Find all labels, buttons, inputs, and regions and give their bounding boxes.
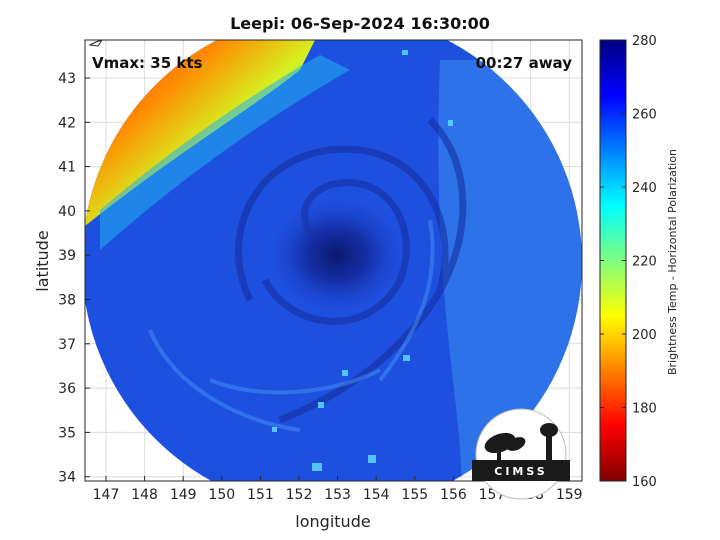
lon-tick-label: 150 xyxy=(208,487,235,503)
y-axis-label: latitude xyxy=(33,230,52,291)
lat-tick-label: 43 xyxy=(58,71,76,87)
colorbar-tick-label: 180 xyxy=(632,402,657,417)
colorbar-tick-label: 240 xyxy=(632,181,657,196)
latitude-ticks: 43 42 41 40 39 38 37 36 35 34 xyxy=(58,71,90,486)
lon-tick-label: 153 xyxy=(324,487,351,503)
time-away-label: 00:27 away xyxy=(476,54,573,72)
colorbar-tick-label: 220 xyxy=(632,255,657,270)
lat-tick-label: 36 xyxy=(58,381,76,397)
lat-tick-label: 34 xyxy=(58,470,76,486)
lon-tick-label: 152 xyxy=(286,487,313,503)
lon-tick-label: 156 xyxy=(440,487,467,503)
x-axis-label: longitude xyxy=(295,512,370,531)
map-axes-frame xyxy=(84,39,583,482)
lon-tick-label: 159 xyxy=(556,487,583,503)
lat-tick-label: 40 xyxy=(58,204,76,220)
lon-tick-label: 154 xyxy=(363,487,390,503)
colorbar-label: Brightness Temp - Horizontal Polarizatio… xyxy=(666,149,679,375)
lon-tick-label: 149 xyxy=(170,487,197,503)
colorbar-ticks: 280 260 240 220 200 180 160 xyxy=(600,34,657,490)
cimss-logo: CIMSS xyxy=(472,408,570,500)
lat-tick-label: 39 xyxy=(58,248,76,264)
logo-text: CIMSS xyxy=(494,465,547,478)
lon-tick-label: 148 xyxy=(131,487,158,503)
colorbar-tick-label: 200 xyxy=(632,328,657,343)
plot-title: Leepi: 06-Sep-2024 16:30:00 xyxy=(230,14,490,33)
colorbar: 280 260 240 220 200 180 160 Brightness Temp - … xyxy=(599,34,679,490)
colorbar-tick-label: 260 xyxy=(632,108,657,123)
lat-tick-label: 41 xyxy=(58,160,76,176)
lat-tick-label: 38 xyxy=(58,293,76,309)
lon-tick-label: 147 xyxy=(93,487,120,503)
lat-tick-label: 37 xyxy=(58,337,76,353)
lat-tick-label: 42 xyxy=(58,115,76,131)
colorbar-tick-label: 160 xyxy=(632,475,657,490)
water-tower-icon xyxy=(546,432,552,460)
lat-tick-label: 35 xyxy=(58,425,76,441)
colorbar-tick-label: 280 xyxy=(632,34,657,49)
vmax-label: Vmax: 35 kts xyxy=(92,54,202,72)
lon-tick-label: 151 xyxy=(247,487,274,503)
lon-tick-label: 155 xyxy=(401,487,428,503)
